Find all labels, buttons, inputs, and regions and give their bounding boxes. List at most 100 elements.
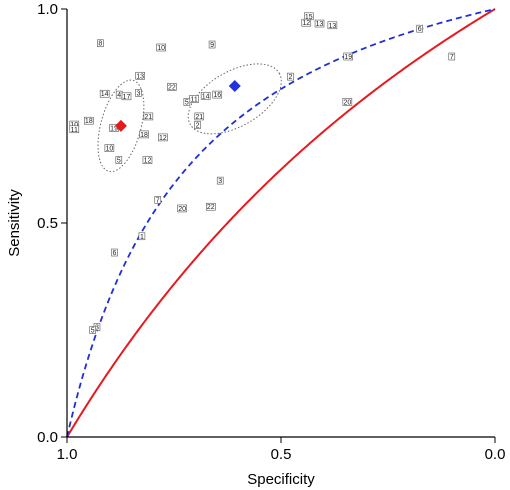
study-point-label: 5 — [117, 158, 121, 165]
study-point-label: 1 — [140, 234, 144, 241]
study-point: 16 — [212, 90, 223, 99]
summary-points — [114, 80, 241, 132]
study-point: 12 — [301, 18, 312, 27]
y-axis-title: Sensitivity — [6, 189, 23, 257]
confidence-ellipse — [187, 63, 282, 135]
study-point: 2 — [194, 121, 201, 129]
y-tick-label: 1.0 — [37, 1, 58, 18]
study-point-box — [111, 248, 118, 257]
study-point-box — [200, 92, 211, 100]
study-point-box — [115, 156, 123, 164]
study-point-label: 13 — [136, 73, 144, 80]
study-point-label: 10 — [105, 146, 113, 153]
study-point-box — [448, 52, 456, 61]
study-point-label: 7 — [156, 197, 160, 204]
study-point-label: 3 — [95, 325, 99, 332]
study-point: 20 — [177, 204, 187, 213]
study-point-label: 2 — [196, 122, 200, 129]
summary-point-blue — [228, 80, 241, 93]
study-point-box — [135, 89, 142, 97]
study-point-label: 12 — [144, 158, 152, 165]
study-point-box — [142, 156, 153, 164]
study-point-label: 17 — [123, 94, 131, 101]
study-point-label: 13 — [328, 23, 336, 30]
study-point-box — [99, 89, 110, 98]
study-point-box — [69, 125, 80, 134]
study-point-box — [416, 24, 423, 33]
study-point: 5 — [183, 98, 191, 106]
study-point-box — [208, 40, 216, 49]
study-point-label: 4 — [117, 92, 121, 99]
study-point: 20 — [342, 98, 353, 106]
study-point-label: 14 — [202, 93, 210, 100]
study-point-box — [143, 112, 154, 121]
study-point: 3 — [135, 89, 142, 97]
ticks: 1.0 0.5 0.0 0.0 0.5 1.0 — [37, 1, 505, 463]
study-point-label: 14 — [101, 91, 109, 98]
study-point-box — [84, 116, 94, 125]
study-point-label: 6 — [113, 250, 117, 257]
study-point-box — [177, 204, 187, 213]
study-point: 19 — [343, 52, 353, 61]
study-point-box — [194, 112, 205, 121]
x-axis-title: Specificity — [247, 471, 315, 488]
study-point: 18 — [139, 130, 149, 139]
confidence-ellipse — [97, 79, 145, 173]
study-point-box — [212, 90, 223, 99]
study-point: 6 — [111, 248, 118, 257]
study-point-box — [158, 133, 168, 142]
study-point: 3 — [216, 176, 224, 185]
study-point-label: 6 — [418, 26, 422, 33]
study-point-label: 18 — [140, 132, 148, 139]
sroc-curves — [66, 8, 496, 438]
study-point: 7 — [154, 196, 162, 204]
study-point-label: 19 — [110, 125, 118, 132]
confidence-ellipses — [97, 63, 282, 173]
study-point-box — [216, 176, 224, 185]
study-point: 14 — [99, 89, 110, 98]
study-point: 17 — [121, 92, 132, 101]
study-point-label: 13 — [316, 21, 324, 28]
study-point: 6 — [416, 24, 423, 33]
study-point: 9 — [208, 40, 216, 49]
study-point-label: 11 — [190, 96, 197, 103]
axes — [66, 9, 495, 438]
study-point-label: 21 — [144, 114, 152, 121]
study-point-label: 21 — [195, 114, 203, 121]
study-point-box — [314, 19, 325, 28]
study-point-box — [194, 121, 201, 129]
study-point-label: 11 — [71, 127, 78, 134]
study-point-label: 12 — [302, 20, 310, 27]
summary-point-red — [114, 119, 127, 132]
y-tick-label: 0.5 — [37, 215, 58, 232]
study-point-box — [135, 71, 145, 80]
study-point: 8 — [97, 39, 104, 48]
study-point: 21 — [194, 112, 205, 121]
study-point-box — [206, 202, 216, 211]
study-point: 21 — [143, 112, 154, 121]
study-point-box — [156, 43, 166, 52]
study-point-label: 5 — [185, 99, 189, 106]
study-point-label: 22 — [168, 84, 176, 91]
study-point-label: 20 — [178, 206, 186, 213]
study-point: 12 — [142, 156, 153, 165]
study-point-label: 15 — [305, 14, 313, 21]
study-point: 2 — [287, 72, 294, 81]
study-point: 13 — [327, 21, 338, 30]
study-point: 13 — [314, 19, 325, 28]
study-point: 11 — [69, 125, 80, 134]
study-point-label: 12 — [159, 135, 167, 142]
y-tick-label: 0.0 — [37, 429, 58, 446]
study-point-box — [343, 52, 353, 61]
study-point-label: 7 — [450, 54, 454, 61]
study-point: 5 — [115, 156, 123, 165]
study-point: 18 — [84, 116, 94, 125]
x-tick-label: 0.5 — [271, 446, 292, 463]
study-point: 5 — [89, 326, 96, 335]
study-point-label: 22 — [207, 204, 215, 211]
study-point-box — [327, 21, 338, 30]
study-point-box — [287, 72, 294, 81]
study-point: 11 — [189, 95, 199, 103]
study-point-label: 8 — [98, 41, 102, 48]
